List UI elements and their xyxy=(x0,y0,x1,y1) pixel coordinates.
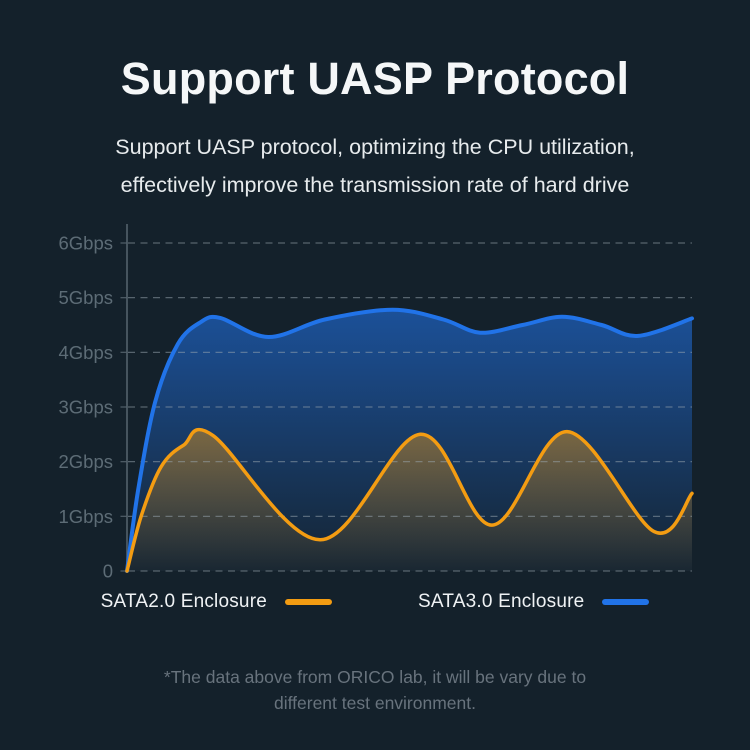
chart-axis xyxy=(120,224,128,572)
chart-gridlines xyxy=(128,242,692,572)
y-axis-label: 0 xyxy=(103,561,113,582)
speed-chart: 6Gbps 5Gbps 4Gbps 3Gbps 2Gbps 1Gbps 0 xyxy=(58,224,694,582)
y-axis-label: 4Gbps xyxy=(58,342,113,363)
page-title: Support UASP Protocol xyxy=(120,53,630,104)
legend-label-sata3: SATA3.0 Enclosure xyxy=(418,591,585,612)
legend-label-sata2: SATA2.0 Enclosure xyxy=(100,591,267,612)
subtitle: Support UASP protocol, optimizing the CP… xyxy=(0,128,750,204)
legend-swatch-blue-line xyxy=(602,599,650,605)
series-area-sata2 xyxy=(127,429,692,571)
chart-legend: SATA2.0 Enclosure SATA3.0 Enclosure xyxy=(0,591,750,613)
legend-swatch-orange-line xyxy=(285,599,332,605)
y-axis-label: 1Gbps xyxy=(58,506,113,527)
chart-lines xyxy=(125,307,694,573)
y-axis-label: 5Gbps xyxy=(58,287,113,308)
subtitle-line-2: effectively improve the transmission rat… xyxy=(120,173,630,197)
y-axis-label: 3Gbps xyxy=(58,397,113,418)
y-axis-label: 2Gbps xyxy=(58,451,113,472)
footnote: *The data above from ORICO lab, it will … xyxy=(0,664,750,716)
series-line-sata2 xyxy=(125,427,694,573)
chart-ylabels: 6Gbps 5Gbps 4Gbps 3Gbps 2Gbps 1Gbps 0 xyxy=(58,233,113,582)
y-axis-label: 6Gbps xyxy=(58,233,113,254)
footnote-line-2: different test environment. xyxy=(273,693,476,713)
subtitle-line-1: Support UASP protocol, optimizing the CP… xyxy=(115,135,635,159)
footnote-line-1: *The data above from ORICO lab, it will … xyxy=(163,667,587,687)
legend-item-sata2: SATA2.0 Enclosure xyxy=(101,591,332,613)
series-line-sata3 xyxy=(125,307,694,573)
legend-item-sata3: SATA3.0 Enclosure xyxy=(418,591,650,613)
